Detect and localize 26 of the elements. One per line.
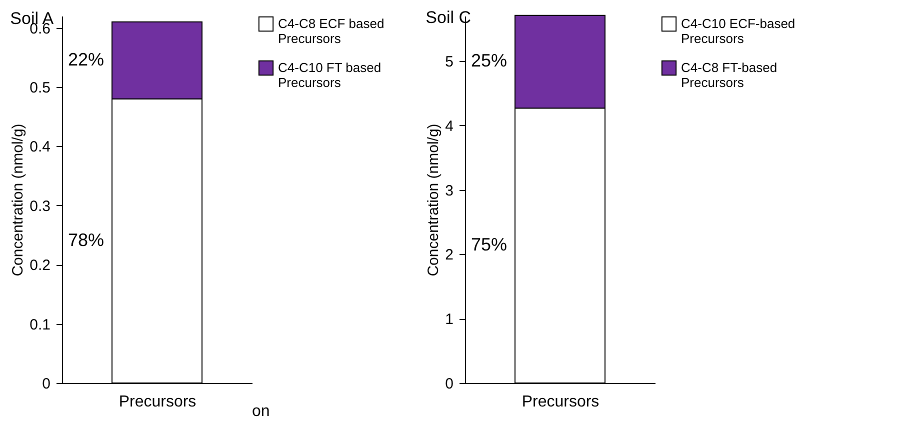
- y-tick-label: 2: [445, 246, 454, 264]
- legend-label: C4-C8 ECF based Precursors: [278, 16, 384, 46]
- legend-label: C4-C10 ECF-based Precursors: [681, 16, 796, 46]
- y-tick-label: 0.4: [30, 138, 50, 156]
- y-tick-label: 4: [445, 118, 454, 135]
- y-axis-title: Concentration (nmol/g): [425, 124, 442, 276]
- y-axis-title: Concentration (nmol/g): [10, 124, 27, 276]
- x-axis-title: Precursors: [118, 394, 196, 410]
- chart-title: Soil C: [426, 8, 472, 27]
- y-tick-label: 0: [445, 376, 454, 392]
- y-tick-label: 1: [445, 311, 454, 328]
- y-tick-label: 3: [445, 182, 454, 200]
- y-tick-label: 5: [445, 54, 454, 71]
- y-tick-label: 0.5: [30, 80, 50, 97]
- annotation: 78%: [68, 230, 104, 250]
- x-axis-title: Precursors: [522, 394, 600, 410]
- annotation: 25%: [471, 50, 508, 71]
- legend-label: C4-C8 FT-based Precursors: [681, 60, 778, 90]
- text: on: [252, 403, 270, 420]
- y-tick-label: 0.3: [30, 198, 50, 215]
- y-tick-label: 0: [42, 376, 50, 392]
- annotation: 22%: [68, 49, 104, 70]
- y-tick-label: 0.1: [30, 316, 50, 334]
- legend-label: C4-C10 FT based Precursors: [278, 60, 382, 90]
- annotation: 75%: [471, 234, 508, 255]
- y-tick-label: 0.2: [30, 257, 50, 274]
